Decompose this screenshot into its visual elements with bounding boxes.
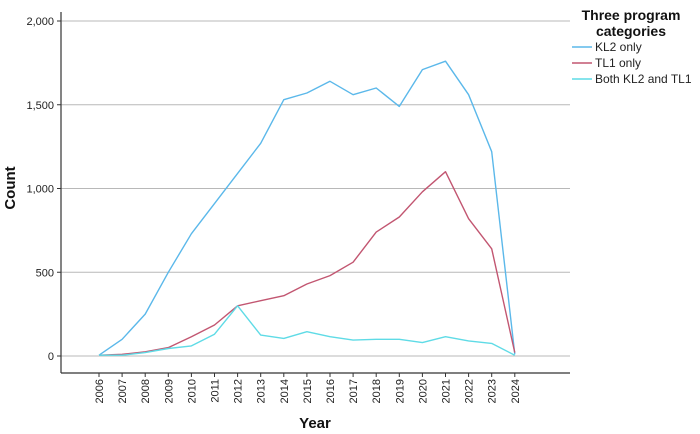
- legend-label-1: TL1 only: [595, 56, 641, 70]
- x-tick-label-3: 2009: [163, 379, 175, 403]
- y-tick-label-4: 2,000: [26, 16, 54, 28]
- series-line-2: [99, 305, 516, 356]
- legend-title-line-2: categories: [596, 23, 666, 39]
- x-tick-label-5: 2011: [210, 379, 222, 403]
- x-tick-label-16: 2022: [464, 379, 476, 403]
- legend-label-0: KL2 only: [595, 40, 642, 54]
- y-axis-title: Count: [2, 166, 19, 209]
- x-tick-label-17: 2023: [487, 379, 499, 403]
- x-tick-label-7: 2013: [256, 379, 268, 403]
- x-tick-label-9: 2015: [302, 379, 314, 403]
- series-line-1: [98, 170, 516, 356]
- x-tick-label-0: 2006: [94, 379, 106, 403]
- x-tick-label-2: 2008: [140, 379, 152, 403]
- x-tick-label-1: 2007: [117, 379, 129, 403]
- x-tick-label-10: 2016: [325, 379, 337, 403]
- tick-labels: 0 500 1,000 1,500 2,000 2006 2007 2008 2009 2010 2…: [26, 16, 521, 403]
- x-tick-label-18: 2024: [510, 379, 522, 403]
- y-tick-label-1: 500: [36, 267, 54, 279]
- x-tick-label-4: 2010: [186, 379, 198, 403]
- gridlines: [61, 20, 570, 357]
- legend-items: KL2 only TL1 only Both KL2 and TL1: [572, 40, 692, 86]
- x-tick-label-11: 2017: [348, 379, 360, 403]
- x-tick-label-14: 2020: [417, 379, 429, 403]
- axes: [57, 12, 570, 377]
- y-tick-label-2: 1,000: [26, 184, 54, 196]
- series-line-0: [98, 60, 516, 356]
- legend-label-2: Both KL2 and TL1: [595, 72, 692, 86]
- x-tick-label-13: 2019: [394, 379, 406, 403]
- x-tick-label-8: 2014: [279, 379, 291, 403]
- x-tick-label-12: 2018: [371, 379, 383, 403]
- y-tick-label-0: 0: [48, 351, 54, 363]
- legend: Three program categories KL2 only TL1 onl…: [572, 7, 692, 86]
- y-tick-label-3: 1,500: [26, 100, 54, 112]
- series-lines: [98, 60, 516, 356]
- legend-title-line-1: Three program: [582, 7, 681, 23]
- x-axis-title: Year: [299, 415, 331, 432]
- x-tick-label-15: 2021: [441, 379, 453, 403]
- x-tick-label-6: 2012: [233, 379, 245, 403]
